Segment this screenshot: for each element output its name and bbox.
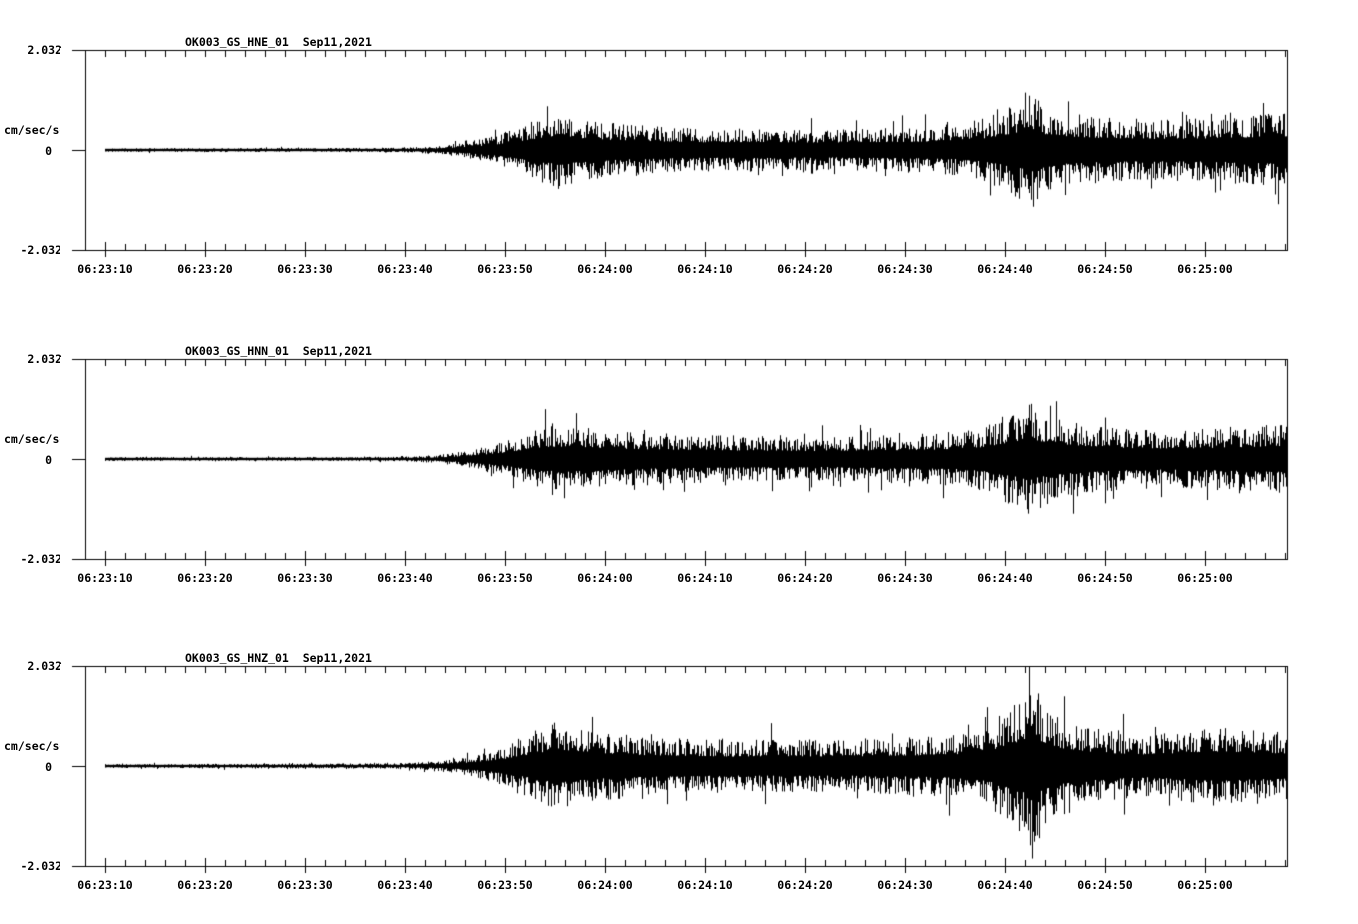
x-tick-label: 06:24:20 [777, 262, 833, 276]
x-tick-label: 06:23:50 [477, 262, 533, 276]
ytick-min-label: -2.032 [20, 552, 62, 566]
x-tick-label: 06:24:30 [877, 878, 933, 892]
x-tick-label: 06:23:50 [477, 571, 533, 585]
x-tick-label: 06:24:40 [977, 571, 1033, 585]
x-tick-label: 06:24:10 [677, 878, 733, 892]
x-tick-label: 06:23:30 [277, 262, 333, 276]
x-tick-label: 06:24:10 [677, 262, 733, 276]
x-tick-label: 06:24:10 [677, 571, 733, 585]
x-tick-label: 06:23:20 [177, 571, 233, 585]
ytick-zero-label: 0 [45, 144, 52, 158]
waveform-plot-hnn [60, 357, 1300, 569]
trace-title-hne: OK003_GS_HNE_01 Sep11,2021 [185, 35, 372, 49]
x-tick-label: 06:23:30 [277, 571, 333, 585]
x-tick-label: 06:24:00 [577, 878, 633, 892]
waveform-plot-hnz [60, 664, 1300, 876]
x-tick-label: 06:24:30 [877, 262, 933, 276]
x-tick-label: 06:23:10 [77, 262, 133, 276]
x-tick-label: 06:24:50 [1077, 262, 1133, 276]
x-tick-label: 06:23:10 [77, 878, 133, 892]
y-axis-unit-label: cm/sec/sec [4, 123, 74, 137]
trace-title-hnz: OK003_GS_HNZ_01 Sep11,2021 [185, 651, 372, 665]
waveform-plot-hne [60, 48, 1300, 260]
x-tick-label: 06:25:00 [1177, 878, 1233, 892]
x-tick-label: 06:24:20 [777, 878, 833, 892]
y-axis-unit-label: cm/sec/sec [4, 432, 74, 446]
x-tick-label: 06:23:10 [77, 571, 133, 585]
x-tick-label: 06:23:40 [377, 878, 433, 892]
x-tick-label: 06:24:00 [577, 571, 633, 585]
x-tick-label: 06:25:00 [1177, 571, 1233, 585]
x-tick-label: 06:23:40 [377, 571, 433, 585]
x-tick-label: 06:24:40 [977, 262, 1033, 276]
ytick-min-label: -2.032 [20, 859, 62, 873]
x-tick-label: 06:23:20 [177, 262, 233, 276]
x-tick-label: 06:24:30 [877, 571, 933, 585]
ytick-max-label: 2.032 [27, 659, 62, 673]
ytick-zero-label: 0 [45, 760, 52, 774]
x-tick-label: 06:24:50 [1077, 571, 1133, 585]
trace-title-hnn: OK003_GS_HNN_01 Sep11,2021 [185, 344, 372, 358]
x-tick-label: 06:24:50 [1077, 878, 1133, 892]
x-tick-label: 06:24:40 [977, 878, 1033, 892]
x-tick-label: 06:23:30 [277, 878, 333, 892]
x-tick-label: 06:24:20 [777, 571, 833, 585]
ytick-min-label: -2.032 [20, 243, 62, 257]
x-tick-label: 06:23:50 [477, 878, 533, 892]
ytick-max-label: 2.032 [27, 352, 62, 366]
x-tick-label: 06:23:20 [177, 878, 233, 892]
x-tick-label: 06:24:00 [577, 262, 633, 276]
ytick-max-label: 2.032 [27, 43, 62, 57]
x-tick-label: 06:25:00 [1177, 262, 1233, 276]
y-axis-unit-label: cm/sec/sec [4, 739, 74, 753]
x-tick-label: 06:23:40 [377, 262, 433, 276]
ytick-zero-label: 0 [45, 453, 52, 467]
